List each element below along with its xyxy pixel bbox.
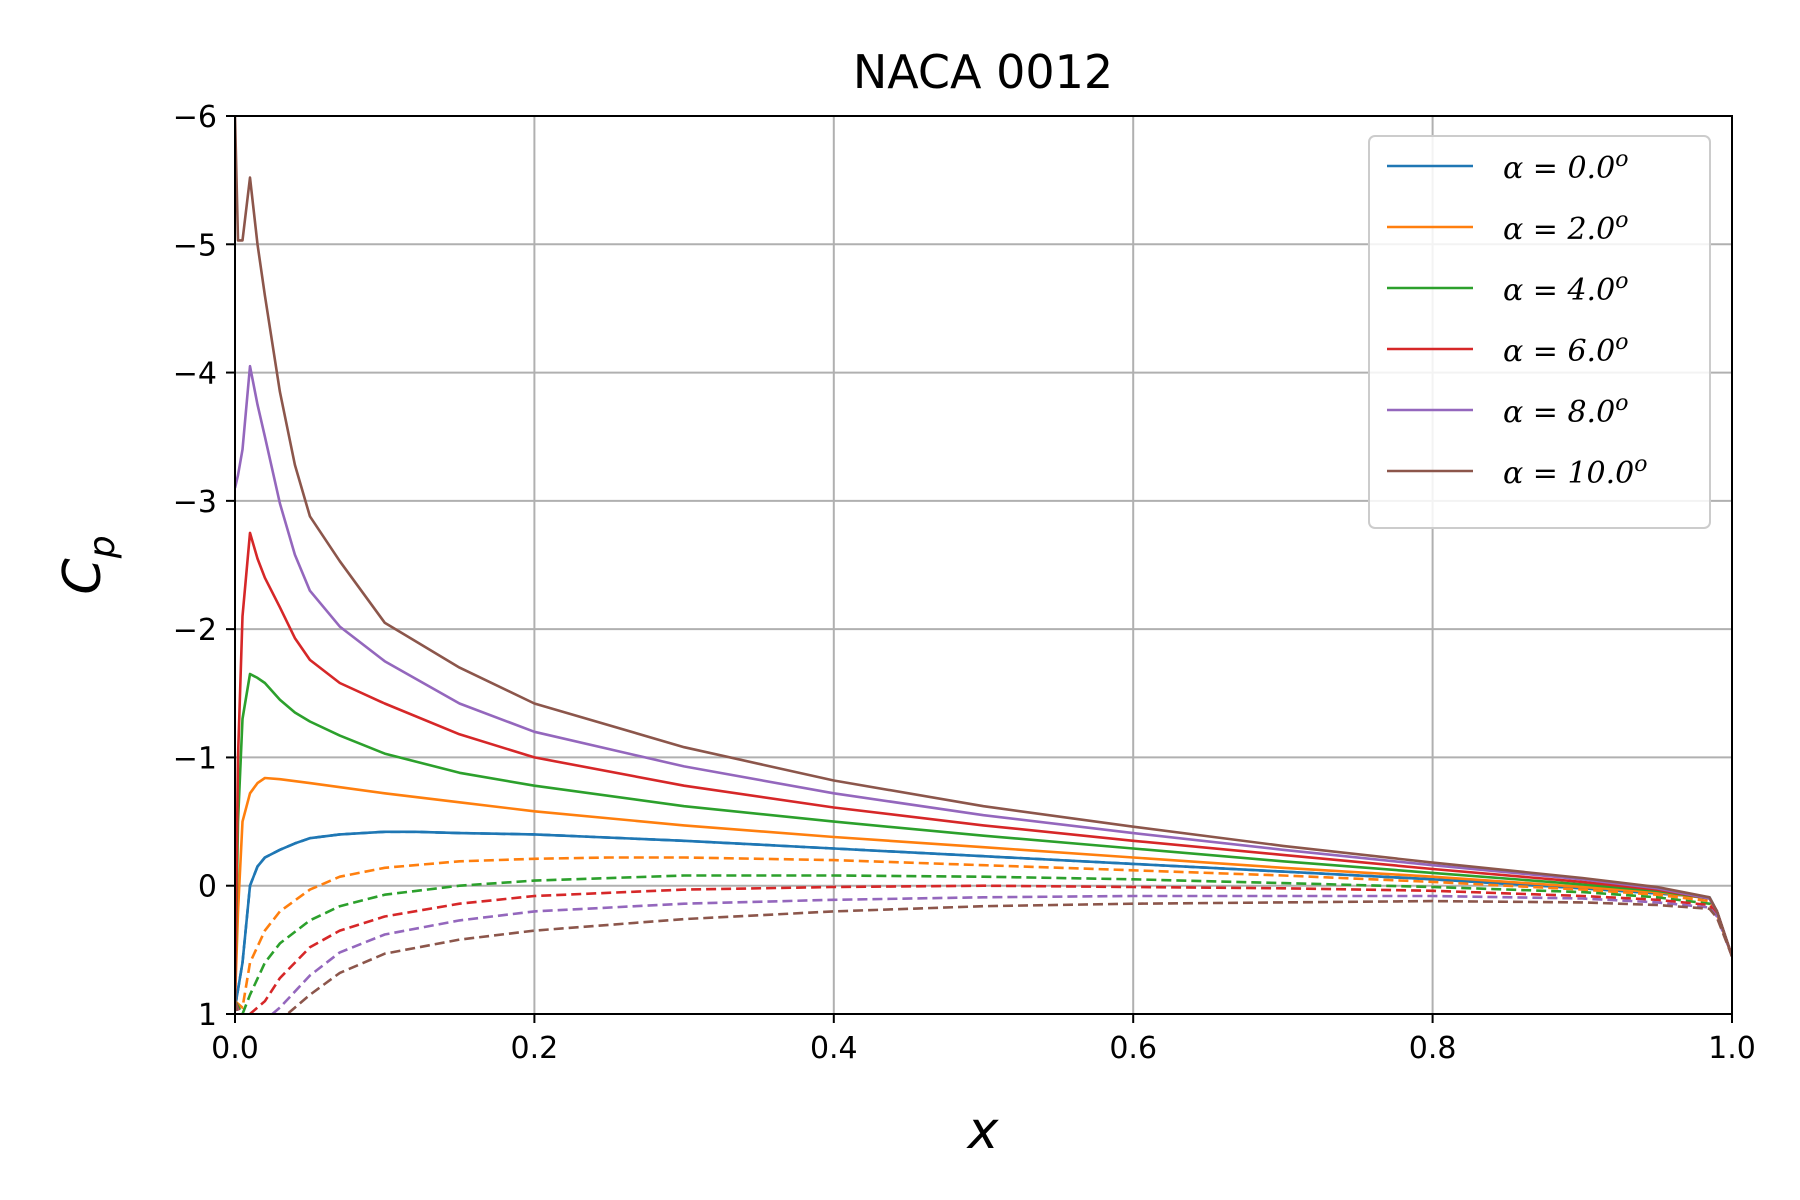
series-1-upper-line <box>235 776 1732 1002</box>
y-tick-label: −2 <box>173 613 217 648</box>
y-tick-label: −1 <box>173 741 217 776</box>
series-2-upper-line <box>235 672 1732 1002</box>
series-layer <box>235 116 1732 1014</box>
y-axis-label: Cp <box>53 535 123 594</box>
svg-text:Cp: Cp <box>53 535 123 594</box>
series-5-upper-line <box>235 116 1732 957</box>
plot-frame <box>234 115 1733 1015</box>
x-tick-label: 0.2 <box>511 1031 559 1066</box>
series-3-lower-line <box>235 884 1732 1014</box>
x-tick-label: 0.0 <box>211 1031 259 1066</box>
y-axis-label-sub: p <box>82 535 123 559</box>
legend-label: α = 0.0o <box>1503 147 1628 186</box>
legend-label: α = 10.0o <box>1503 452 1648 491</box>
y-tick-label: −5 <box>173 228 217 263</box>
x-tick-label: 1.0 <box>1708 1031 1756 1066</box>
legend-label: α = 4.0o <box>1503 269 1628 308</box>
y-tick-label: 1 <box>198 998 217 1033</box>
x-tick-label: 0.8 <box>1409 1031 1457 1066</box>
series-4-lower-line <box>235 894 1732 1014</box>
legend-label: α = 8.0o <box>1503 391 1628 430</box>
chart-title: NACA 0012 <box>853 45 1113 99</box>
legend-label: α = 2.0o <box>1503 208 1628 247</box>
x-tick-label: 0.6 <box>1109 1031 1157 1066</box>
x-axis-label: x <box>966 1101 1000 1161</box>
y-tick-label: −3 <box>173 485 217 520</box>
x-tick-label: 0.4 <box>810 1031 858 1066</box>
y-tick-label: −6 <box>173 100 217 135</box>
y-tick-label: −4 <box>173 357 217 392</box>
legend: α = 0.0o α = 2.0o α = 4.0o α = 6.0o α = 8.0o… <box>1368 135 1711 529</box>
y-tick-label: 0 <box>198 870 217 905</box>
series-2-lower-line <box>235 874 1732 1014</box>
y-axis-label-main: C <box>53 558 113 595</box>
series-3-upper-line <box>235 531 1732 1002</box>
legend-label: α = 6.0o <box>1503 330 1628 369</box>
ticks: 0.0 0.2 0.4 0.6 0.8 1.0 −6 −5 −4 −3 −2 −1 0 1 <box>173 100 1756 1066</box>
legend-frame <box>1368 135 1711 529</box>
